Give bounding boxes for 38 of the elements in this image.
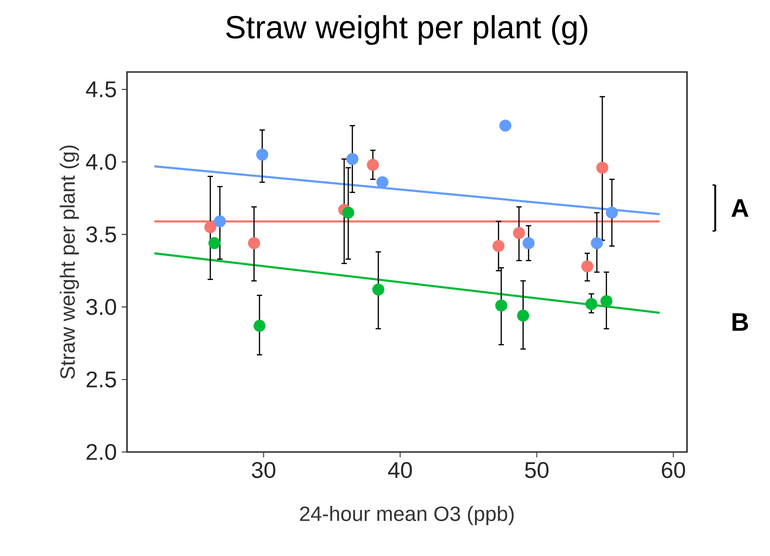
point xyxy=(495,300,508,312)
point xyxy=(590,237,603,250)
y-tick-label: 3.5 xyxy=(86,226,116,242)
point xyxy=(214,215,226,228)
x-tick-label: 30 xyxy=(252,462,276,478)
y-tick-label: 2.5 xyxy=(86,371,116,388)
y-tick-label: 3.0 xyxy=(86,298,116,315)
x-axis-title: 24-hour mean O3 (ppb) xyxy=(300,506,514,526)
point xyxy=(248,237,260,250)
point xyxy=(606,206,618,219)
point xyxy=(346,153,358,166)
point xyxy=(253,320,266,332)
point xyxy=(600,295,612,308)
point xyxy=(596,162,608,174)
x-tick-label: 50 xyxy=(525,462,548,478)
point xyxy=(372,284,384,296)
point xyxy=(208,237,220,250)
point xyxy=(366,158,379,171)
point xyxy=(585,298,598,310)
point xyxy=(256,148,268,161)
y-axis-title: Straw weight per plant (g) xyxy=(60,146,79,379)
point xyxy=(204,221,216,234)
y-tick-label: 4.5 xyxy=(86,81,116,98)
text: A xyxy=(731,199,748,217)
point xyxy=(513,226,526,239)
text: B xyxy=(732,313,748,331)
point xyxy=(581,260,594,272)
x-tick-label: 60 xyxy=(662,462,686,478)
y-tick-label: 2.0 xyxy=(86,444,116,460)
y-tick-label: 4.0 xyxy=(86,154,116,170)
point xyxy=(342,206,354,219)
point xyxy=(376,176,388,188)
x-tick-label: 40 xyxy=(388,462,412,478)
point xyxy=(522,237,535,250)
point xyxy=(499,120,512,132)
chart-title: Straw weight per plant (g) xyxy=(226,15,588,45)
point xyxy=(492,240,505,252)
point xyxy=(517,310,530,322)
